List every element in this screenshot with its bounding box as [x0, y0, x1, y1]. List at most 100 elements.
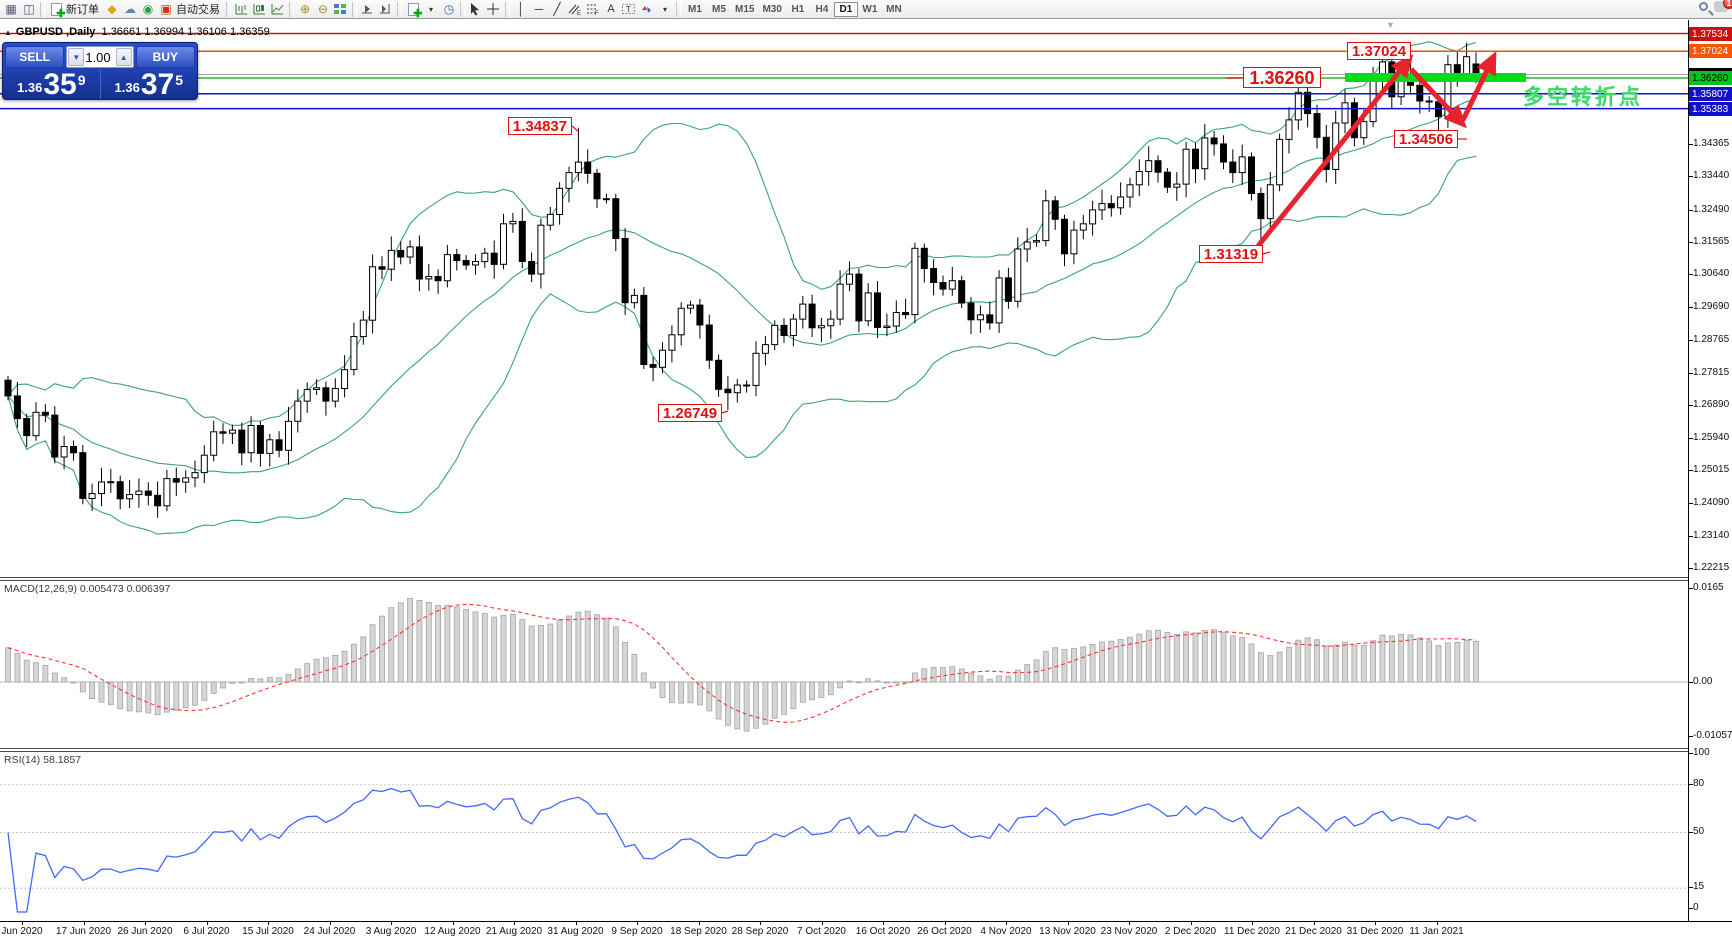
price-annotation[interactable]: 1.31319 [1199, 245, 1263, 263]
timeframe-button-MN[interactable]: MN [886, 3, 902, 15]
price-annotation[interactable]: 1.34506 [1394, 130, 1458, 148]
periods-icon[interactable]: ◷ [443, 2, 455, 16]
axis-tick [1689, 307, 1693, 308]
auto-scroll-icon[interactable] [359, 1, 377, 18]
text-icon[interactable]: A [607, 3, 615, 15]
terminal-icon[interactable]: ☁ [124, 2, 136, 16]
ohlc-values: 1.36661 1.36994 1.36106 1.36359 [101, 26, 270, 38]
profiles-icon[interactable]: ◫ [23, 2, 35, 16]
search-icon[interactable] [1699, 2, 1708, 11]
time-label: 23 Nov 2020 [1100, 926, 1158, 937]
buy-price[interactable]: 1.36 37 5 [101, 69, 198, 100]
horizontal-line-icon[interactable]: ─ [534, 2, 544, 16]
rsi-indicator-label: RSI(14) 58.1857 [4, 754, 82, 766]
indicators-dropdown-icon[interactable]: ▾ [428, 4, 433, 14]
zoom-in-icon[interactable]: ⊕ [299, 2, 311, 16]
main-price-pane[interactable] [0, 20, 1688, 577]
candles[interactable] [4, 42, 1480, 518]
vertical-line-icon[interactable]: │ [517, 2, 525, 16]
bollinger-upper-band [7, 41, 1477, 427]
time-tick [206, 922, 208, 925]
price-annotation[interactable]: 1.26749 [658, 404, 722, 422]
time-tick [760, 922, 761, 925]
price-annotation[interactable]: 1.37024 [1347, 42, 1411, 60]
indicators-icon[interactable]: ✚ [404, 1, 423, 19]
price-tick-label: 1.26890 [1693, 399, 1730, 410]
timeframe-button-H4[interactable]: H4 [815, 3, 829, 15]
price-tick-label: 1.32490 [1693, 204, 1730, 215]
axis-tick [1689, 438, 1693, 439]
timeframe-button-M15[interactable]: M15 [735, 3, 755, 15]
sell-button[interactable]: SELL [5, 46, 65, 68]
pane-separator[interactable] [0, 748, 1688, 752]
time-tick [268, 922, 269, 925]
time-label: 31 Dec 2020 [1346, 926, 1404, 937]
crosshair-icon[interactable] [485, 1, 503, 18]
arrows-shapes-icon[interactable] [638, 1, 656, 18]
price-axis[interactable]: 1.34365 1.33440 1.32490 1.31565 1.30640 1.296… [1688, 20, 1732, 921]
autotrading-button[interactable]: 自动交易 [176, 4, 220, 16]
line-chart-icon[interactable] [269, 1, 287, 18]
toolbar-separator [289, 1, 294, 17]
trend-arrow[interactable] [1460, 50, 1497, 122]
toolbar-separator [505, 1, 510, 17]
rsi-axis-label: 100 [1693, 747, 1710, 758]
buy-button[interactable]: BUY [135, 46, 195, 68]
time-tick [1375, 922, 1376, 925]
chart-shift-icon[interactable] [377, 1, 395, 18]
timeframe-button-M1[interactable]: M1 [688, 3, 702, 15]
candlestick-chart-icon[interactable] [251, 1, 269, 18]
timeframe-button-M30[interactable]: M30 [762, 3, 782, 15]
macd-histogram [5, 598, 1479, 732]
sell-price[interactable]: 1.36 35 9 [3, 68, 101, 101]
timeframe-button-M5[interactable]: M5 [712, 3, 726, 15]
time-label: 26 Jun 2020 [117, 926, 173, 937]
price-tick-label: 1.23140 [1693, 530, 1730, 541]
fibonacci-icon[interactable]: F [584, 1, 602, 18]
new-order-button[interactable]: 新订单 [66, 4, 99, 16]
time-tick [329, 922, 331, 925]
axis-tick [1689, 470, 1693, 471]
volume-input[interactable]: 1.00 [85, 49, 111, 65]
rsi-pane[interactable] [0, 752, 1688, 921]
timeframe-button-D1[interactable]: D1 [833, 1, 858, 17]
trend-arrow[interactable] [1409, 67, 1467, 129]
autotrading-icon[interactable]: ▣ [160, 2, 172, 16]
bar-chart-icon[interactable] [233, 1, 251, 18]
sell-price-big: 35 [43, 68, 77, 101]
trendline-icon[interactable]: ╱ [553, 2, 561, 16]
support-zone-bar[interactable] [1345, 73, 1526, 82]
time-tick [575, 922, 577, 925]
notifications-icon[interactable]: 1 [1714, 0, 1732, 12]
pane-separator[interactable] [0, 577, 1688, 581]
chart-shift-marker[interactable]: ▼ [1386, 20, 1395, 30]
macd-signal-line [7, 603, 1477, 723]
timeframe-button-H1[interactable]: H1 [791, 3, 805, 15]
equidistant-channel-icon[interactable]: E [566, 1, 584, 18]
time-tick [1129, 922, 1130, 925]
price-annotation[interactable]: 1.34837 [508, 117, 572, 135]
new-order-icon[interactable]: ✚ [47, 1, 66, 19]
cursor-icon[interactable] [467, 1, 485, 18]
price-line-label: 1.36260 [1689, 71, 1732, 85]
time-axis[interactable]: Jun 2020 17 Jun 2020 26 Jun 2020 6 Jul 2020… [0, 921, 1732, 940]
text-label-icon[interactable]: T [620, 1, 638, 18]
volume-increase-button[interactable]: ▲ [115, 48, 132, 66]
shapes-dropdown-icon[interactable]: ▾ [662, 4, 667, 14]
price-tick-label: 1.34365 [1693, 138, 1730, 149]
zoom-out-icon[interactable]: ⊖ [317, 2, 329, 16]
timeframe-button-W1[interactable]: W1 [862, 3, 878, 15]
new-chart-icon[interactable]: ▦ [5, 2, 17, 16]
price-annotation[interactable]: 1.36260 [1243, 67, 1321, 88]
panel-collapse-icon[interactable]: ▲ [4, 28, 12, 37]
sell-price-prefix: 1.36 [17, 80, 43, 95]
trend-arrow[interactable] [1256, 54, 1414, 248]
macd-pane[interactable] [0, 581, 1688, 748]
volume-decrease-button[interactable]: ▼ [68, 48, 85, 66]
time-label: 6 Jul 2020 [183, 926, 230, 937]
axis-tick [1689, 373, 1693, 374]
tile-windows-icon[interactable] [332, 1, 350, 18]
metaeditor-icon[interactable]: ◆ [107, 2, 117, 16]
chinese-note-label[interactable]: 多空转折点 [1523, 86, 1643, 109]
signals-icon[interactable]: ◉ [142, 2, 154, 16]
